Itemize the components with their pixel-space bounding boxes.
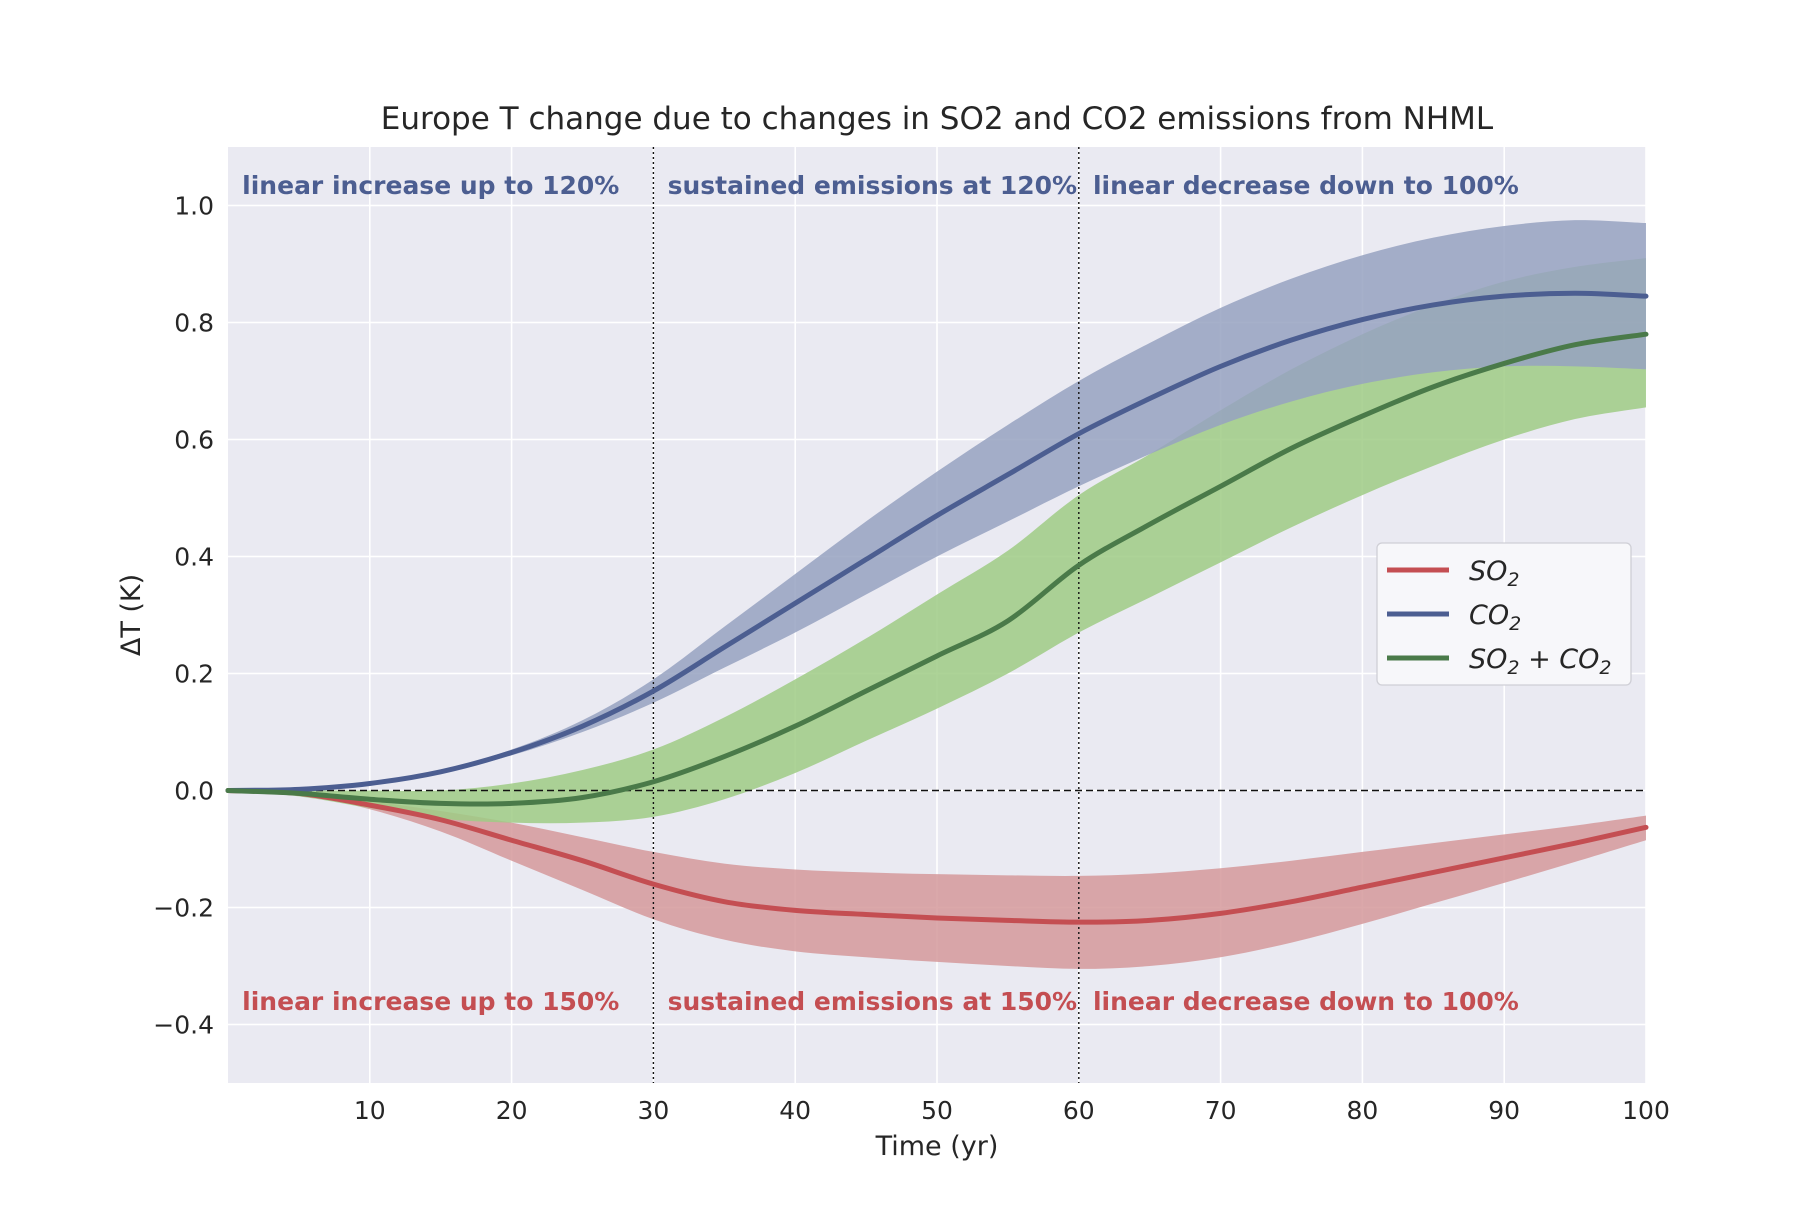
series-line — [225, 788, 1649, 925]
y-axis-label: ΔT (K) — [116, 574, 147, 656]
x-axis-label: Time (yr) — [875, 1131, 999, 1162]
legend-label: SO2 — [1469, 556, 1519, 591]
x-tick-label: 50 — [921, 1096, 953, 1125]
x-tick-label: 100 — [1622, 1096, 1670, 1125]
series-line — [225, 331, 1649, 807]
y-tick-label: 0.8 — [174, 309, 214, 338]
x-tick-label: 30 — [637, 1096, 669, 1125]
x-tick-label: 90 — [1488, 1096, 1520, 1125]
legend-box — [1376, 542, 1632, 686]
phase-annotation: linear increase up to 120% — [242, 171, 619, 200]
x-tick-label: 70 — [1205, 1096, 1237, 1125]
y-tick-label: 0.4 — [174, 543, 214, 572]
x-tick-label: 60 — [1063, 1096, 1095, 1125]
confidence-bands — [228, 220, 1646, 969]
phase-annotation: linear increase up to 150% — [242, 987, 619, 1016]
x-tick-label: 40 — [779, 1096, 811, 1125]
y-tick-label: −0.4 — [153, 1011, 214, 1040]
confidence-band — [228, 790, 1646, 969]
x-tick-label: 20 — [496, 1096, 528, 1125]
legend-label: SO2 + CO2 — [1469, 644, 1611, 679]
tick-labels: 10 20 30 40 50 60 70 80 90 100 −0.4 −0.2 0.0 0.2 0.4 0.… — [153, 192, 1670, 1126]
series-line — [225, 290, 1649, 793]
y-tick-label: 0.6 — [174, 426, 214, 455]
x-tick-label: 80 — [1346, 1096, 1378, 1125]
y-tick-label: 0.0 — [174, 777, 214, 806]
x-tick-label: 10 — [354, 1096, 386, 1125]
phase-annotation: sustained emissions at 120% — [668, 171, 1078, 200]
y-tick-label: −0.2 — [153, 894, 214, 923]
legend-label: CO2 — [1469, 600, 1521, 635]
annotations: linear increase up to 120% sustained emis… — [242, 171, 1519, 1016]
phase-annotation: linear decrease down to 100% — [1093, 987, 1519, 1016]
phase-annotation: sustained emissions at 150% — [668, 987, 1078, 1016]
reference-lines — [228, 147, 1646, 1083]
confidence-band — [228, 220, 1646, 791]
series-lines — [225, 290, 1649, 925]
y-tick-label: 1.0 — [174, 192, 214, 221]
y-tick-label: 0.2 — [174, 660, 214, 689]
phase-annotation: linear decrease down to 100% — [1093, 171, 1519, 200]
chart-title: Europe T change due to changes in SO2 an… — [381, 101, 1494, 137]
legend: SO2 CO2 SO2 + CO2 — [1376, 542, 1632, 686]
